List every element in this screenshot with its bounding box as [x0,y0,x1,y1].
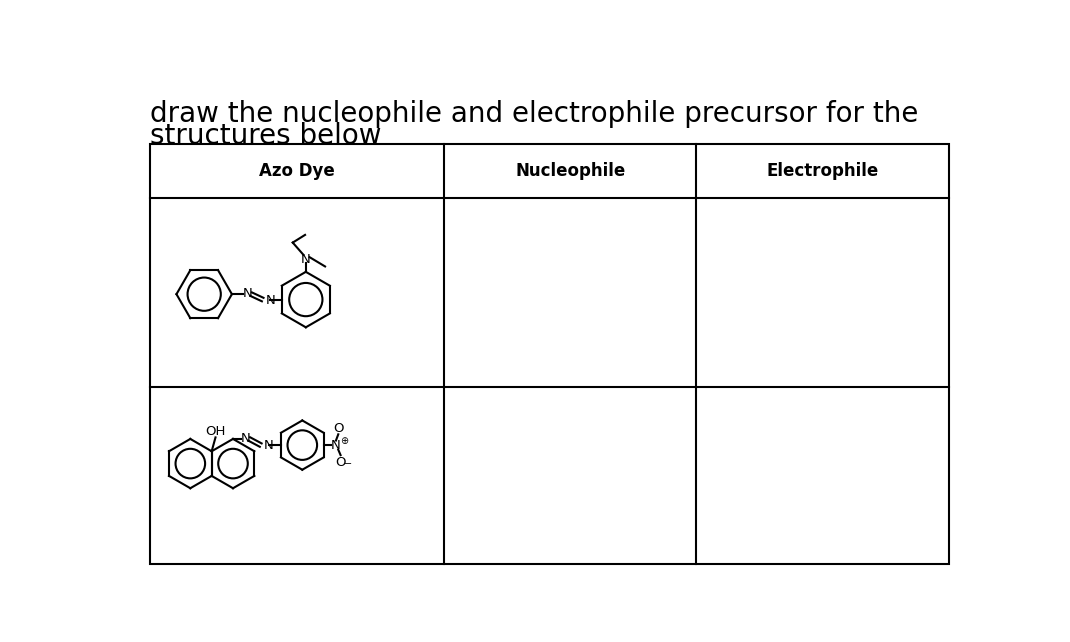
Text: N: N [243,287,253,300]
Text: draw the nucleophile and electrophile precursor for the: draw the nucleophile and electrophile pr… [150,100,919,128]
Text: −: − [345,459,352,469]
Text: Electrophile: Electrophile [766,162,878,180]
Text: O: O [335,456,346,469]
Text: OH: OH [205,425,226,438]
Text: N: N [241,431,250,445]
Text: Nucleophile: Nucleophile [515,162,626,180]
Bar [150,144,949,564]
Text: O: O [333,422,343,435]
Text: N: N [301,253,310,266]
Text: Azo Dye: Azo Dye [260,162,335,180]
Text: ⊕: ⊕ [340,437,348,446]
Text: N: N [331,438,341,451]
Text: N: N [264,439,274,453]
Text: structures below: structures below [150,123,382,150]
Text: N: N [265,294,276,307]
